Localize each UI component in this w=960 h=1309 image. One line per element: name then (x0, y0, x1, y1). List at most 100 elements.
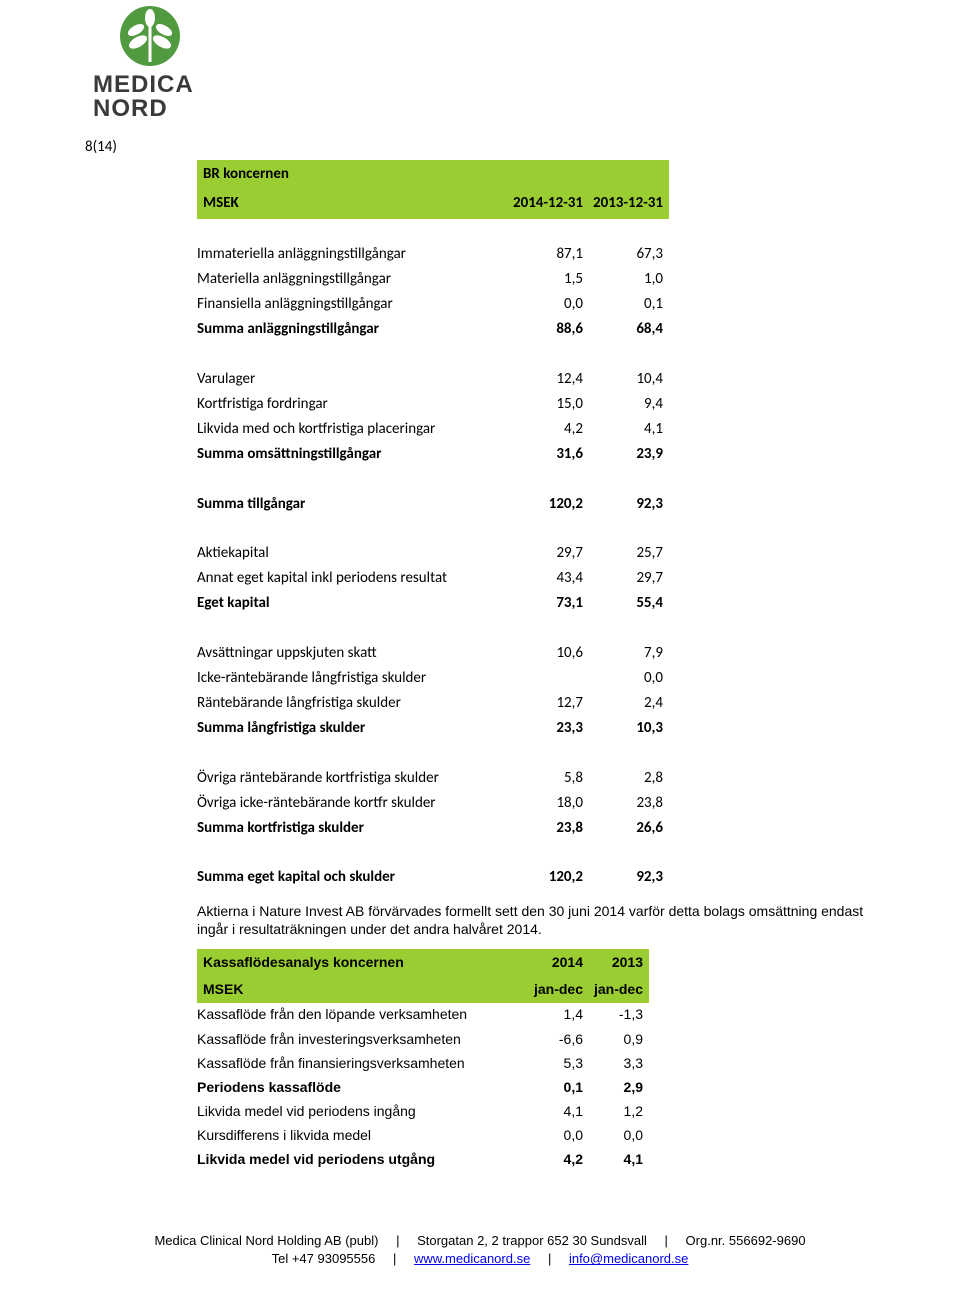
svg-text:NORD: NORD (93, 95, 168, 122)
t1-col1: 2014-12-31 (503, 189, 583, 218)
svg-text:MEDICA: MEDICA (93, 71, 194, 98)
row-label: Summa omsättningstillgångar (197, 443, 503, 468)
row-label: Kursdifferens i likvida medel (197, 1124, 523, 1148)
row-value-1: -6,6 (523, 1028, 583, 1052)
table-row: Annat eget kapital inkl periodens result… (197, 567, 669, 592)
row-value-1: 4,1 (523, 1100, 583, 1124)
row-value-2: 92,3 (583, 866, 669, 891)
row-value-1: 5,3 (523, 1052, 583, 1076)
t1-col2: 2013-12-31 (583, 189, 669, 218)
row-value-2: 92,3 (583, 493, 669, 518)
balance-sheet-table: BR koncernen MSEK 2014-12-31 2013-12-31 … (197, 160, 669, 892)
table-row: Summa tillgångar120,292,3 (197, 493, 669, 518)
table-row: Eget kapital73,155,4 (197, 592, 669, 617)
row-value-2: 0,1 (583, 293, 669, 318)
row-value-2: 26,6 (583, 817, 669, 842)
footer-email-link[interactable]: info@medicanord.se (569, 1251, 688, 1266)
row-value-2: 55,4 (583, 592, 669, 617)
row-value-2: 0,0 (583, 1124, 649, 1148)
row-label: Likvida medel vid periodens utgång (197, 1148, 523, 1172)
footer-web-link[interactable]: www.medicanord.se (414, 1251, 530, 1266)
row-value-2: 29,7 (583, 567, 669, 592)
table-row: Kassaflöde från investeringsverksamheten… (197, 1028, 649, 1052)
row-value-1: 73,1 (503, 592, 583, 617)
t2-sub1: jan-dec (523, 976, 583, 1003)
table-row: Immateriella anläggningstillgångar87,167… (197, 243, 669, 268)
table-row: Varulager12,410,4 (197, 368, 669, 393)
row-label: Kassaflöde från den löpande verksamheten (197, 1003, 523, 1027)
t2-col1: 2014 (523, 949, 583, 976)
row-value-1: 4,2 (503, 418, 583, 443)
row-value-1: 18,0 (503, 792, 583, 817)
table-row: Räntebärande långfristiga skulder12,72,4 (197, 692, 669, 717)
row-value-2: 68,4 (583, 318, 669, 343)
row-value-1: 43,4 (503, 567, 583, 592)
row-value-2: -1,3 (583, 1003, 649, 1027)
row-label: Summa kortfristiga skulder (197, 817, 503, 842)
row-value-2: 23,9 (583, 443, 669, 468)
row-value-2: 25,7 (583, 542, 669, 567)
row-label: Summa långfristiga skulder (197, 717, 503, 742)
table-row: Likvida med och kortfristiga placeringar… (197, 418, 669, 443)
row-label: Kortfristiga fordringar (197, 393, 503, 418)
row-value-2: 67,3 (583, 243, 669, 268)
row-label: Immateriella anläggningstillgångar (197, 243, 503, 268)
row-label: Annat eget kapital inkl periodens result… (197, 567, 503, 592)
row-value-2: 7,9 (583, 642, 669, 667)
table-row: Summa långfristiga skulder23,310,3 (197, 717, 669, 742)
row-value-2: 2,8 (583, 767, 669, 792)
company-logo: MEDICA NORD (85, 0, 875, 126)
t1-title: BR koncernen (197, 160, 503, 189)
table-row: Aktiekapital29,725,7 (197, 542, 669, 567)
table-row: Övriga icke-räntebärande kortfr skulder1… (197, 792, 669, 817)
row-label: Summa tillgångar (197, 493, 503, 518)
table-row: Periodens kassaflöde0,12,9 (197, 1076, 649, 1100)
cashflow-table: Kassaflödesanalys koncernen 2014 2013 MS… (197, 949, 649, 1172)
row-value-2: 23,8 (583, 792, 669, 817)
t2-sub2: jan-dec (583, 976, 649, 1003)
row-value-1: 88,6 (503, 318, 583, 343)
row-label: Likvida medel vid periodens ingång (197, 1100, 523, 1124)
footer-orgnr-label: Org.nr. (686, 1233, 726, 1248)
row-value-1: 0,0 (503, 293, 583, 318)
row-label: Varulager (197, 368, 503, 393)
row-value-1: 5,8 (503, 767, 583, 792)
row-value-1: 1,4 (523, 1003, 583, 1027)
footer-tel: Tel +47 93095556 (272, 1251, 376, 1266)
row-label: Icke-räntebärande långfristiga skulder (197, 667, 503, 692)
row-label: Eget kapital (197, 592, 503, 617)
t2-unit: MSEK (197, 976, 523, 1003)
table-row: Avsättningar uppskjuten skatt10,67,9 (197, 642, 669, 667)
page-number: 8(14) (85, 138, 875, 156)
row-value-2: 4,1 (583, 1148, 649, 1172)
row-value-1: 10,6 (503, 642, 583, 667)
table-row: Likvida medel vid periodens ingång4,11,2 (197, 1100, 649, 1124)
row-value-2: 9,4 (583, 393, 669, 418)
row-value-2: 2,9 (583, 1076, 649, 1100)
table-row: Icke-räntebärande långfristiga skulder0,… (197, 667, 669, 692)
row-value-1: 87,1 (503, 243, 583, 268)
footer-orgnr: 556692-9690 (729, 1233, 806, 1248)
row-value-1: 4,2 (523, 1148, 583, 1172)
row-value-1: 23,8 (503, 817, 583, 842)
row-label: Materiella anläggningstillgångar (197, 268, 503, 293)
row-value-1: 29,7 (503, 542, 583, 567)
row-label: Kassaflöde från finansieringsverksamhete… (197, 1052, 523, 1076)
row-value-1: 31,6 (503, 443, 583, 468)
row-value-1: 0,0 (523, 1124, 583, 1148)
table-row: Materiella anläggningstillgångar1,51,0 (197, 268, 669, 293)
row-label: Finansiella anläggningstillgångar (197, 293, 503, 318)
table-row: Summa eget kapital och skulder120,292,3 (197, 866, 669, 891)
row-label: Summa eget kapital och skulder (197, 866, 503, 891)
row-value-1: 12,7 (503, 692, 583, 717)
row-value-1: 12,4 (503, 368, 583, 393)
row-value-1: 120,2 (503, 866, 583, 891)
row-label: Summa anläggningstillgångar (197, 318, 503, 343)
row-value-2: 2,4 (583, 692, 669, 717)
row-value-2: 1,2 (583, 1100, 649, 1124)
row-label: Övriga räntebärande kortfristiga skulder (197, 767, 503, 792)
footer-address: Storgatan 2, 2 trappor 652 30 Sundsvall (417, 1233, 647, 1248)
table-row: Finansiella anläggningstillgångar0,00,1 (197, 293, 669, 318)
row-label: Övriga icke-räntebärande kortfr skulder (197, 792, 503, 817)
table-row: Kassaflöde från den löpande verksamheten… (197, 1003, 649, 1027)
